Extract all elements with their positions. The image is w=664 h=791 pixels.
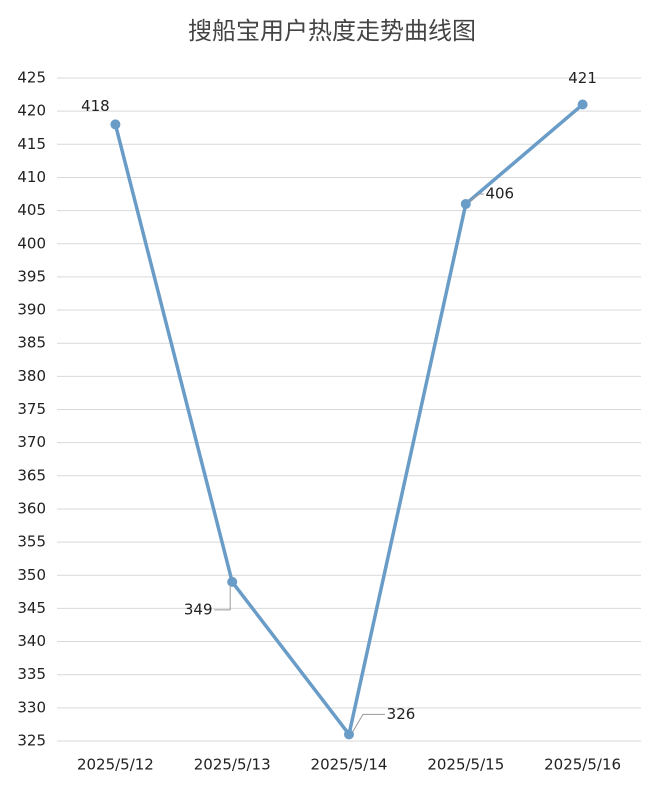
marker <box>460 198 471 209</box>
y-tick-label: 410 <box>17 168 46 186</box>
y-tick-label: 375 <box>17 400 46 418</box>
x-tick-label: 2025/5/14 <box>311 756 388 774</box>
marker <box>344 729 354 740</box>
marker <box>227 576 238 587</box>
marker <box>110 119 121 130</box>
y-tick-label: 350 <box>17 566 46 584</box>
y-tick-label: 355 <box>17 533 46 551</box>
x-tick-label: 2025/5/15 <box>427 756 504 774</box>
chart-title: 搜船宝用户热度走势曲线图 <box>188 17 476 45</box>
y-tick-label: 340 <box>17 632 46 650</box>
x-tick-label: 2025/5/13 <box>194 756 271 774</box>
y-tick-label: 425 <box>17 69 46 87</box>
leader-line <box>469 193 484 202</box>
data-label: 406 <box>485 184 514 202</box>
y-tick-label: 400 <box>17 234 46 252</box>
y-tick-label: 325 <box>17 732 46 750</box>
y-tick-label: 370 <box>17 433 46 451</box>
leader-line <box>352 713 385 732</box>
y-tick-label: 385 <box>17 334 46 352</box>
data-label: 326 <box>387 705 416 723</box>
x-tick-label: 2025/5/16 <box>544 756 621 774</box>
y-tick-label: 365 <box>17 466 46 484</box>
y-tick-label: 345 <box>17 599 46 617</box>
y-tick-label: 380 <box>17 367 46 385</box>
data-label: 421 <box>568 69 597 87</box>
y-tick-label: 330 <box>17 698 46 716</box>
y-tick-label: 360 <box>17 499 46 517</box>
marker <box>577 99 588 110</box>
x-tick-label: 2025/5/12 <box>77 756 154 774</box>
data-label: 418 <box>81 97 110 115</box>
y-tick-label: 405 <box>17 201 46 219</box>
y-tick-label: 415 <box>17 135 46 153</box>
y-tick-label: 390 <box>17 301 46 319</box>
y-tick-label: 335 <box>17 665 46 683</box>
y-tick-label: 420 <box>17 102 46 120</box>
y-tick-label: 395 <box>17 267 46 285</box>
data-label: 349 <box>184 600 213 618</box>
leader-line <box>214 584 231 611</box>
